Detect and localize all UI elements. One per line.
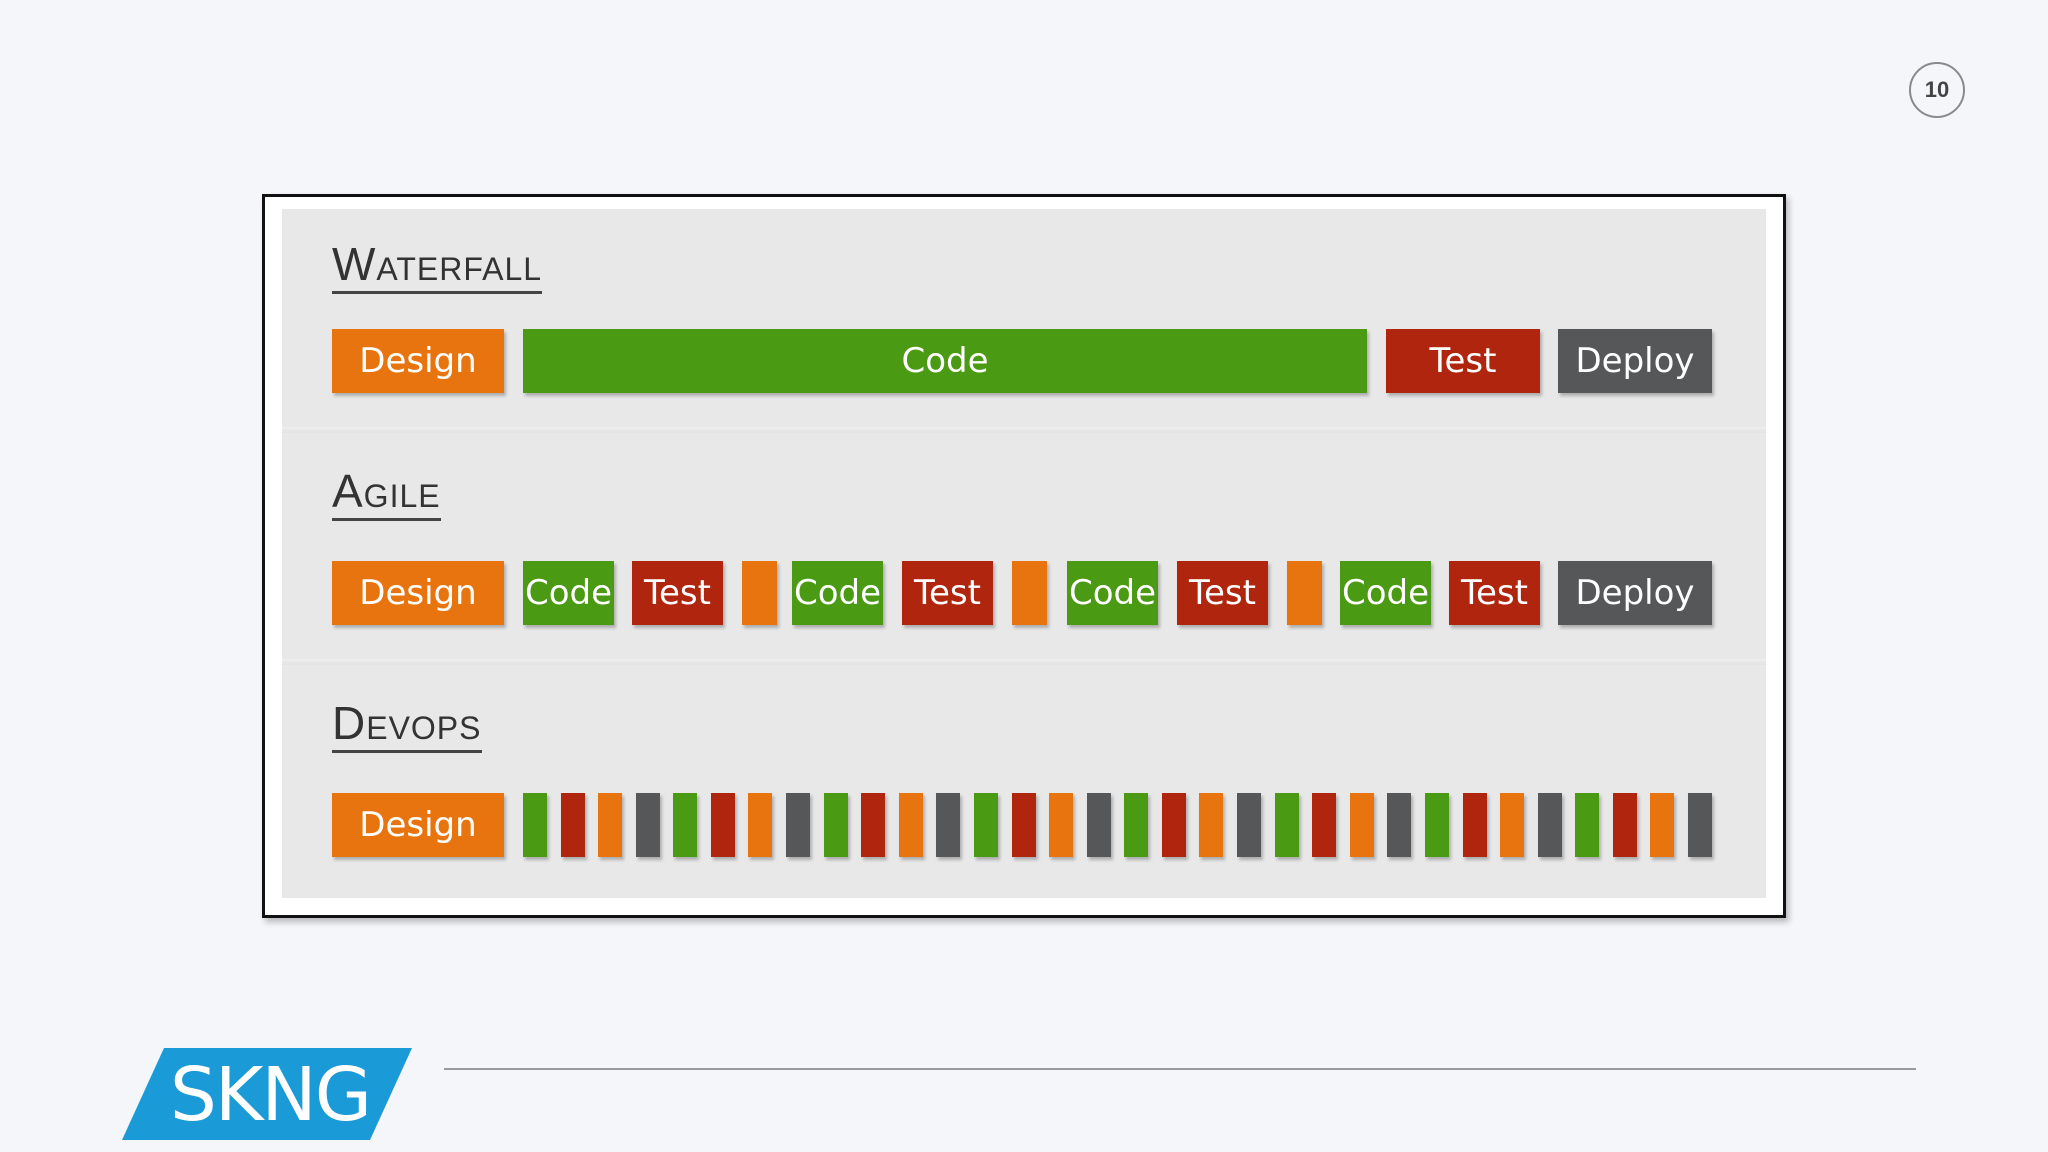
agile-code-block: Code [523,561,614,625]
band-divider [282,659,1766,665]
devops-code-bar [823,793,848,857]
waterfall-test-block: Test [1386,329,1540,393]
devops-code-bar [1575,793,1600,857]
devops-test-bar [1011,793,1036,857]
agile-design-sliver [1012,561,1047,625]
agile-test-block: Test [632,561,723,625]
devops-design-bar [1650,793,1675,857]
devops-design-bar [1500,793,1525,857]
devops-deploy-bar [635,793,660,857]
devops-design-block: Design [332,793,504,857]
page-number-badge: 10 [1909,62,1965,118]
agile-section: Agile Design Code Test Code Test Code Te… [282,431,1766,663]
devops-design-bar [1199,793,1224,857]
devops-deploy-bar [936,793,961,857]
band-divider [282,427,1766,433]
agile-code-block: Code [1067,561,1158,625]
devops-test-bar [1462,793,1487,857]
agile-code-block: Code [792,561,883,625]
skng-logo: SKNG [122,1048,412,1140]
agile-code-block: Code [1340,561,1431,625]
devops-code-bar [1424,793,1449,857]
waterfall-deploy-block: Deploy [1558,329,1712,393]
waterfall-section: Waterfall Design Code Test Deploy [282,209,1766,431]
devops-design-bar [1349,793,1374,857]
devops-code-bar [673,793,698,857]
devops-design-bar [598,793,623,857]
waterfall-design-block: Design [332,329,504,393]
devops-test-bar [1612,793,1637,857]
devops-section: Devops Design [282,663,1766,904]
devops-test-bar [861,793,886,857]
devops-deploy-bar [1387,793,1412,857]
devops-test-bar [560,793,585,857]
agile-design-sliver [1287,561,1322,625]
devops-title: Devops [332,698,482,753]
agile-design-sliver [742,561,777,625]
devops-deploy-bar [1237,793,1262,857]
devops-deploy-bar [1537,793,1562,857]
devops-test-bar [710,793,735,857]
devops-deploy-bar [786,793,811,857]
sdlc-comparison-figure: Waterfall Design Code Test Deploy Agile … [262,194,1786,918]
devops-code-bar [973,793,998,857]
devops-design-bar [1049,793,1074,857]
figure-panel: Waterfall Design Code Test Deploy Agile … [282,209,1766,898]
devops-design-bar [898,793,923,857]
devops-test-bar [1161,793,1186,857]
agile-deploy-block: Deploy [1558,561,1712,625]
agile-design-block: Design [332,561,504,625]
agile-test-block: Test [902,561,993,625]
waterfall-code-block: Code [523,329,1367,393]
devops-code-bar [1274,793,1299,857]
footer-rule [444,1068,1916,1070]
devops-deploy-bar [1086,793,1111,857]
agile-test-block: Test [1449,561,1540,625]
page-number: 10 [1924,77,1950,102]
devops-code-bar [523,793,547,857]
logo-text: SKNG [170,1052,370,1138]
devops-design-bar [748,793,773,857]
devops-test-bar [1312,793,1337,857]
waterfall-title: Waterfall [332,239,543,294]
agile-title: Agile [332,466,441,521]
devops-deploy-bar [1688,793,1712,857]
agile-test-block: Test [1177,561,1268,625]
devops-code-bar [1124,793,1149,857]
